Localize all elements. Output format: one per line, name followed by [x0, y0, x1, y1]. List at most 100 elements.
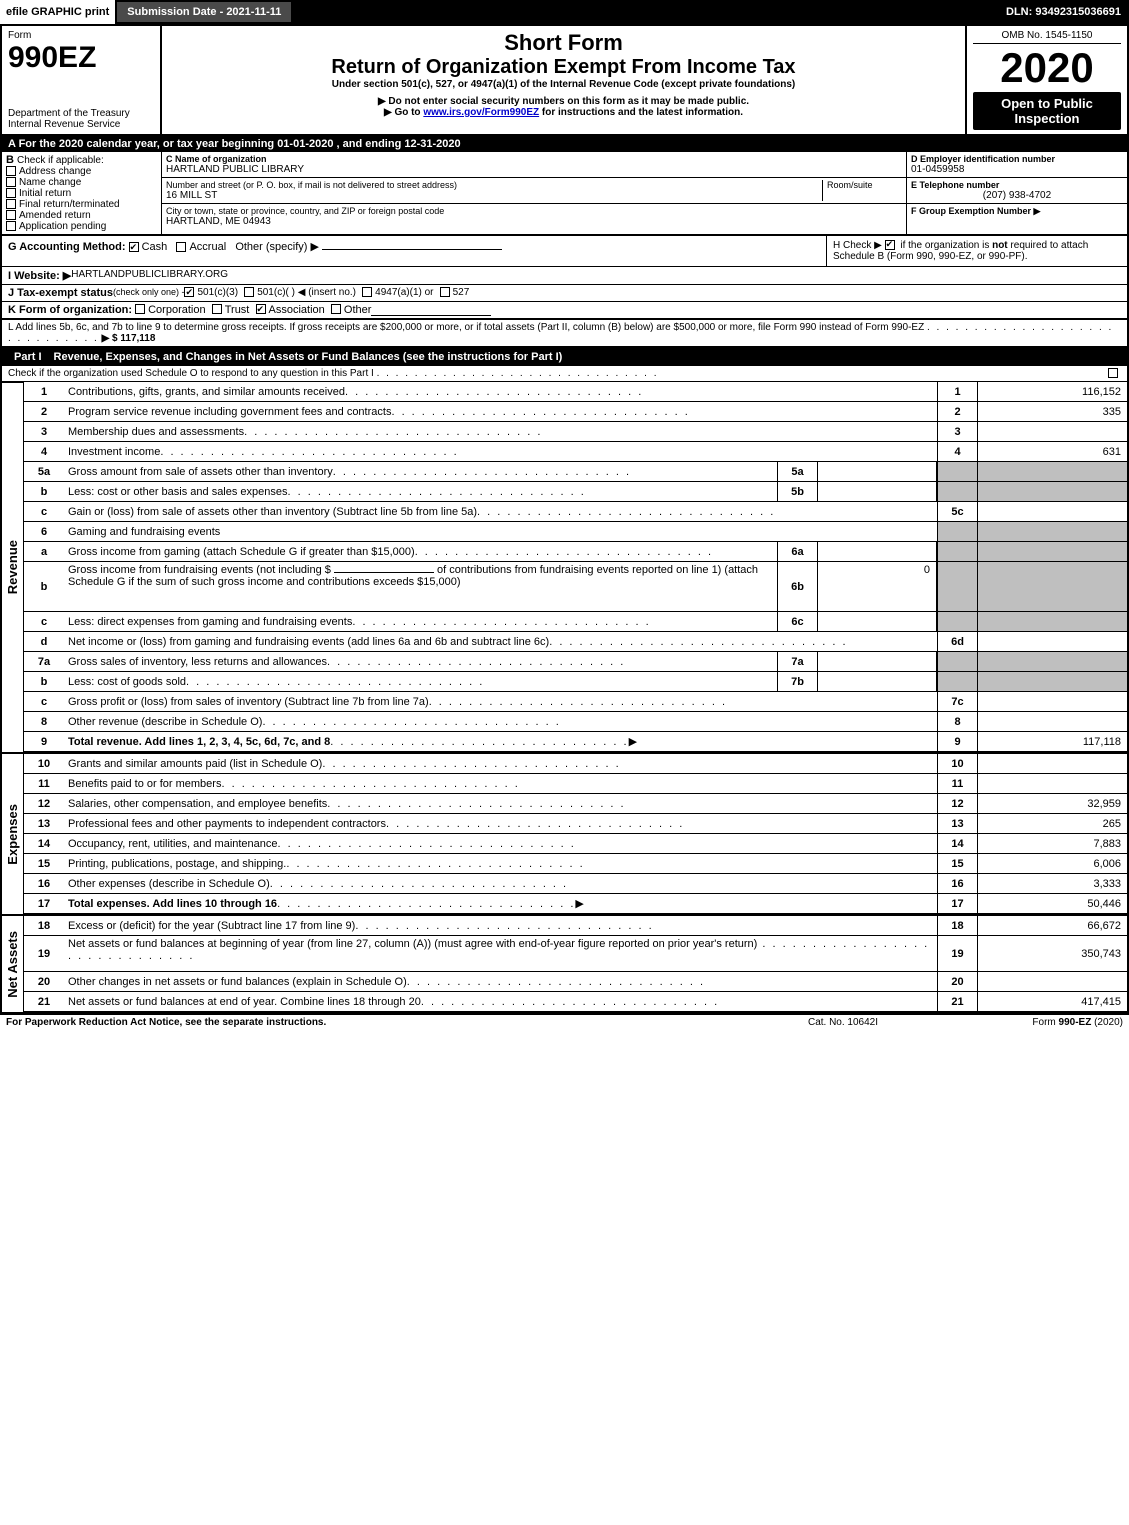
- line-number: 19: [24, 936, 64, 971]
- checkbox-other-org[interactable]: [331, 304, 341, 314]
- line-desc: Gross profit or (loss) from sales of inv…: [64, 692, 937, 711]
- section-l-amount: ▶ $ 117,118: [102, 333, 156, 344]
- checkbox-amended-return[interactable]: [6, 210, 16, 220]
- form-word: Form: [8, 30, 154, 41]
- opt-other-org: Other: [344, 304, 372, 316]
- section-h-not: not: [992, 240, 1008, 251]
- section-b-label: B: [6, 154, 14, 166]
- line-number: 18: [24, 916, 64, 935]
- other-specify-input[interactable]: [322, 249, 502, 250]
- line-desc: Other revenue (describe in Schedule O): [64, 712, 937, 731]
- line-value: 335: [977, 402, 1127, 421]
- shaded-value: [977, 562, 1127, 611]
- city-state-zip: HARTLAND, ME 04943: [166, 216, 902, 227]
- goto-line: ▶ Go to www.irs.gov/Form990EZ for instru…: [168, 107, 959, 118]
- checkbox-schedule-b[interactable]: [885, 240, 895, 250]
- line-desc: Less: cost or other basis and sales expe…: [64, 482, 777, 501]
- opt-final-return: Final return/terminated: [19, 199, 120, 210]
- shaded-value: [977, 522, 1127, 541]
- checkbox-final-return[interactable]: [6, 199, 16, 209]
- line-15: 15Printing, publications, postage, and s…: [24, 854, 1127, 874]
- inner-value: [817, 482, 937, 501]
- inner-box-number: 5a: [777, 462, 817, 481]
- line-box-number: 19: [937, 936, 977, 971]
- line-box-number: 15: [937, 854, 977, 873]
- tax-year: 2020: [973, 44, 1121, 92]
- line-desc: Program service revenue including govern…: [64, 402, 937, 421]
- line-2: 2Program service revenue including gover…: [24, 402, 1127, 422]
- line-value: [977, 422, 1127, 441]
- checkbox-corporation[interactable]: [135, 304, 145, 314]
- top-bar: efile GRAPHIC print Submission Date - 20…: [0, 0, 1129, 24]
- line-18: 18Excess or (deficit) for the year (Subt…: [24, 916, 1127, 936]
- opt-other-specify: Other (specify) ▶: [235, 241, 319, 253]
- checkbox-name-change[interactable]: [6, 177, 16, 187]
- checkbox-application-pending[interactable]: [6, 221, 16, 231]
- line-box-number: 17: [937, 894, 977, 913]
- section-c-label: C Name of organization: [166, 154, 902, 164]
- opt-accrual: Accrual: [189, 241, 226, 253]
- line-value: 66,672: [977, 916, 1127, 935]
- city-label: City or town, state or province, country…: [166, 206, 902, 216]
- org-name: HARTLAND PUBLIC LIBRARY: [166, 164, 902, 175]
- line-5b: bLess: cost or other basis and sales exp…: [24, 482, 1127, 502]
- line-desc: Excess or (deficit) for the year (Subtra…: [64, 916, 937, 935]
- checkbox-501c[interactable]: [244, 287, 254, 297]
- line-number: 14: [24, 834, 64, 853]
- dln-label: DLN: 93492315036691: [998, 4, 1129, 20]
- line-6c: cLess: direct expenses from gaming and f…: [24, 612, 1127, 632]
- open-inspection: Open to Public Inspection: [973, 92, 1121, 130]
- line-number: 4: [24, 442, 64, 461]
- checkbox-527[interactable]: [440, 287, 450, 297]
- opt-trust: Trust: [225, 304, 250, 316]
- line-value: [977, 502, 1127, 521]
- opt-address-change: Address change: [19, 166, 91, 177]
- inner-value: [817, 462, 937, 481]
- section-g-label: G Accounting Method:: [8, 241, 126, 253]
- dept-label: Department of the Treasury: [8, 108, 154, 119]
- line-desc: Total revenue. Add lines 1, 2, 3, 4, 5c,…: [64, 732, 937, 751]
- efile-label[interactable]: efile GRAPHIC print: [0, 0, 115, 24]
- address-label: Number and street (or P. O. box, if mail…: [166, 180, 822, 190]
- section-h-text1: H Check ▶: [833, 240, 885, 251]
- submission-date: Submission Date - 2021-11-11: [115, 0, 293, 24]
- line-box-number: 10: [937, 754, 977, 773]
- checkbox-association[interactable]: [256, 304, 266, 314]
- section-d-label: D Employer identification number: [911, 154, 1123, 164]
- line-value: 631: [977, 442, 1127, 461]
- shaded-box: [937, 522, 977, 541]
- inner-box-number: 5b: [777, 482, 817, 501]
- part-i-heading: Revenue, Expenses, and Changes in Net As…: [54, 351, 563, 363]
- line-9: 9Total revenue. Add lines 1, 2, 3, 4, 5c…: [24, 732, 1127, 752]
- netassets-side-label: Net Assets: [5, 927, 20, 1002]
- opt-amended-return: Amended return: [19, 210, 91, 221]
- ein: 01-0459958: [911, 164, 1123, 175]
- line-d: dNet income or (loss) from gaming and fu…: [24, 632, 1127, 652]
- line-box-number: 1: [937, 382, 977, 401]
- revenue-side-label: Revenue: [5, 536, 20, 598]
- line-desc: Gross amount from sale of assets other t…: [64, 462, 777, 481]
- checkbox-schedule-o[interactable]: [1108, 368, 1118, 378]
- checkbox-501c3[interactable]: [184, 287, 194, 297]
- checkbox-trust[interactable]: [212, 304, 222, 314]
- line-value: 117,118: [977, 732, 1127, 751]
- shaded-box: [937, 542, 977, 561]
- line-number: b: [24, 562, 64, 611]
- line-value: [977, 632, 1127, 651]
- section-f-label: F Group Exemption Number ▶: [911, 206, 1123, 217]
- line-8: 8Other revenue (describe in Schedule O)8: [24, 712, 1127, 732]
- other-org-input[interactable]: [371, 304, 491, 316]
- checkbox-address-change[interactable]: [6, 166, 16, 176]
- line-value: [977, 972, 1127, 991]
- line-desc: Other changes in net assets or fund bala…: [64, 972, 937, 991]
- checkbox-cash[interactable]: [129, 242, 139, 252]
- line-value: [977, 754, 1127, 773]
- irs-link[interactable]: www.irs.gov/Form990EZ: [423, 107, 539, 118]
- checkbox-initial-return[interactable]: [6, 188, 16, 198]
- checkbox-4947a1[interactable]: [362, 287, 372, 297]
- shaded-value: [977, 462, 1127, 481]
- inner-box-number: 6a: [777, 542, 817, 561]
- line-4: 4Investment income4631: [24, 442, 1127, 462]
- section-h-text2: if the organization is: [900, 240, 992, 251]
- checkbox-accrual[interactable]: [176, 242, 186, 252]
